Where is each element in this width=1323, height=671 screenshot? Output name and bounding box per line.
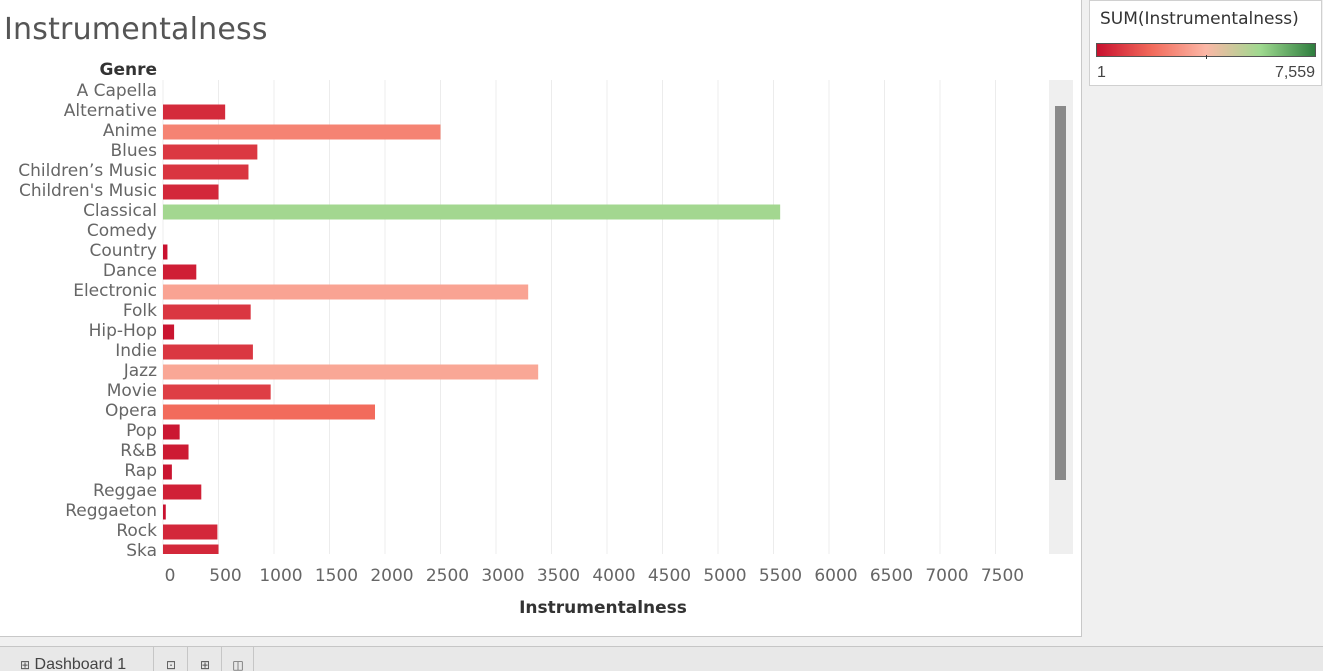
category-label: Children's Music: [19, 181, 157, 201]
category-label: Alternative: [64, 101, 157, 121]
bar[interactable]: [163, 244, 168, 260]
category-label: Anime: [103, 121, 157, 141]
category-label: Folk: [123, 301, 157, 321]
category-label: Children’s Music: [18, 161, 157, 181]
bar[interactable]: [163, 464, 172, 480]
bar[interactable]: [163, 444, 189, 460]
bar[interactable]: [163, 384, 271, 400]
new-worksheet-tab-button[interactable]: ⊡: [155, 647, 188, 671]
category-label: Jazz: [123, 361, 157, 381]
category-label: Country: [89, 241, 157, 261]
x-tick-label: 4000: [592, 566, 635, 586]
bar[interactable]: [163, 524, 218, 540]
category-label: Reggaeton: [65, 501, 157, 521]
category-label: Blues: [111, 141, 158, 161]
legend-max-label: 7,559: [1274, 64, 1315, 81]
x-tick-label: 7500: [981, 566, 1024, 586]
sheet-title: Instrumentalness: [4, 12, 268, 47]
bar[interactable]: [163, 344, 253, 360]
x-tick-label: 0: [165, 566, 176, 586]
bar[interactable]: [163, 284, 529, 300]
category-label: Hip-Hop: [89, 321, 157, 341]
x-tick-label: 1500: [315, 566, 358, 586]
bar[interactable]: [163, 324, 175, 340]
bar[interactable]: [163, 204, 781, 220]
bar[interactable]: [163, 484, 202, 500]
new-worksheet-icon: ⊡: [165, 658, 177, 671]
bar[interactable]: [163, 184, 219, 200]
new-dashboard-tab-button[interactable]: ⊞: [189, 647, 222, 671]
row-header-genre: Genre: [100, 60, 158, 80]
bar[interactable]: [163, 404, 376, 420]
category-label: Reggae: [93, 481, 157, 501]
category-label: Opera: [105, 401, 157, 421]
vertical-scrollbar[interactable]: [1049, 80, 1073, 554]
category-label: Movie: [107, 381, 157, 401]
bar[interactable]: [163, 544, 219, 555]
bar[interactable]: [163, 364, 539, 380]
bar[interactable]: [163, 124, 441, 140]
legend-title: SUM(Instrumentalness): [1100, 9, 1299, 29]
x-tick-label: 5500: [759, 566, 802, 586]
bars[interactable]: [163, 104, 781, 555]
category-label: Pop: [126, 421, 157, 441]
category-label: Rock: [116, 521, 157, 541]
sheet-tab-bar: ⊞ Dashboard 1 ⊡ ⊞ ◫: [0, 646, 1323, 671]
x-tick-label: 7000: [925, 566, 968, 586]
x-tick-label: 2000: [370, 566, 413, 586]
x-axis-ticks: 0 500 1000 1500 2000 2500 3000 3500 4000 4500 5000…: [165, 566, 1025, 586]
bar[interactable]: [163, 144, 258, 160]
dashboard-tab[interactable]: ⊞ Dashboard 1: [10, 647, 154, 671]
x-tick-label: 1000: [259, 566, 302, 586]
x-tick-label: 6500: [870, 566, 913, 586]
x-axis-title: Instrumentalness: [519, 598, 687, 618]
x-tick-label: 6000: [814, 566, 857, 586]
category-label: Classical: [83, 201, 157, 221]
dashboard-icon: ⊞: [20, 658, 31, 671]
category-label: Dance: [103, 261, 157, 281]
worksheet-pane: Instrumentalness Genre A Capella Alternat…: [0, 0, 1082, 637]
bar[interactable]: [163, 424, 180, 440]
x-tick-label: 4500: [648, 566, 691, 586]
new-story-icon: ◫: [232, 658, 244, 671]
grid-layer: [162, 80, 996, 554]
new-story-tab-button[interactable]: ◫: [223, 647, 254, 671]
category-label: Electronic: [73, 281, 157, 301]
legend-min-label: 1: [1097, 64, 1106, 81]
x-tick-label: 3000: [481, 566, 524, 586]
x-tick-label: 5000: [703, 566, 746, 586]
color-legend[interactable]: SUM(Instrumentalness) 1 7,559: [1089, 0, 1322, 86]
x-tick-label: 2500: [426, 566, 469, 586]
category-label: Rap: [124, 461, 157, 481]
bar[interactable]: [163, 264, 197, 280]
category-label: Indie: [115, 341, 157, 361]
bar[interactable]: [163, 504, 166, 520]
bar[interactable]: [163, 104, 226, 120]
x-tick-label: 500: [209, 566, 241, 586]
legend-midpoint-tick: [1206, 55, 1207, 59]
category-label: R&B: [120, 441, 157, 461]
category-labels: A CapellaAlternativeAnimeBluesChildren’s…: [18, 81, 157, 561]
x-tick-label: 3500: [537, 566, 580, 586]
bar-chart[interactable]: Genre A CapellaAlternativeAnimeBluesChil…: [0, 0, 1081, 636]
new-dashboard-icon: ⊞: [199, 658, 211, 671]
bar[interactable]: [163, 164, 249, 180]
category-label: Ska: [126, 541, 157, 561]
dashboard-tab-label: Dashboard 1: [34, 656, 127, 671]
category-label: Comedy: [87, 221, 157, 241]
bar[interactable]: [163, 304, 251, 320]
category-label: A Capella: [77, 81, 157, 101]
scrollbar-thumb[interactable]: [1055, 106, 1066, 480]
